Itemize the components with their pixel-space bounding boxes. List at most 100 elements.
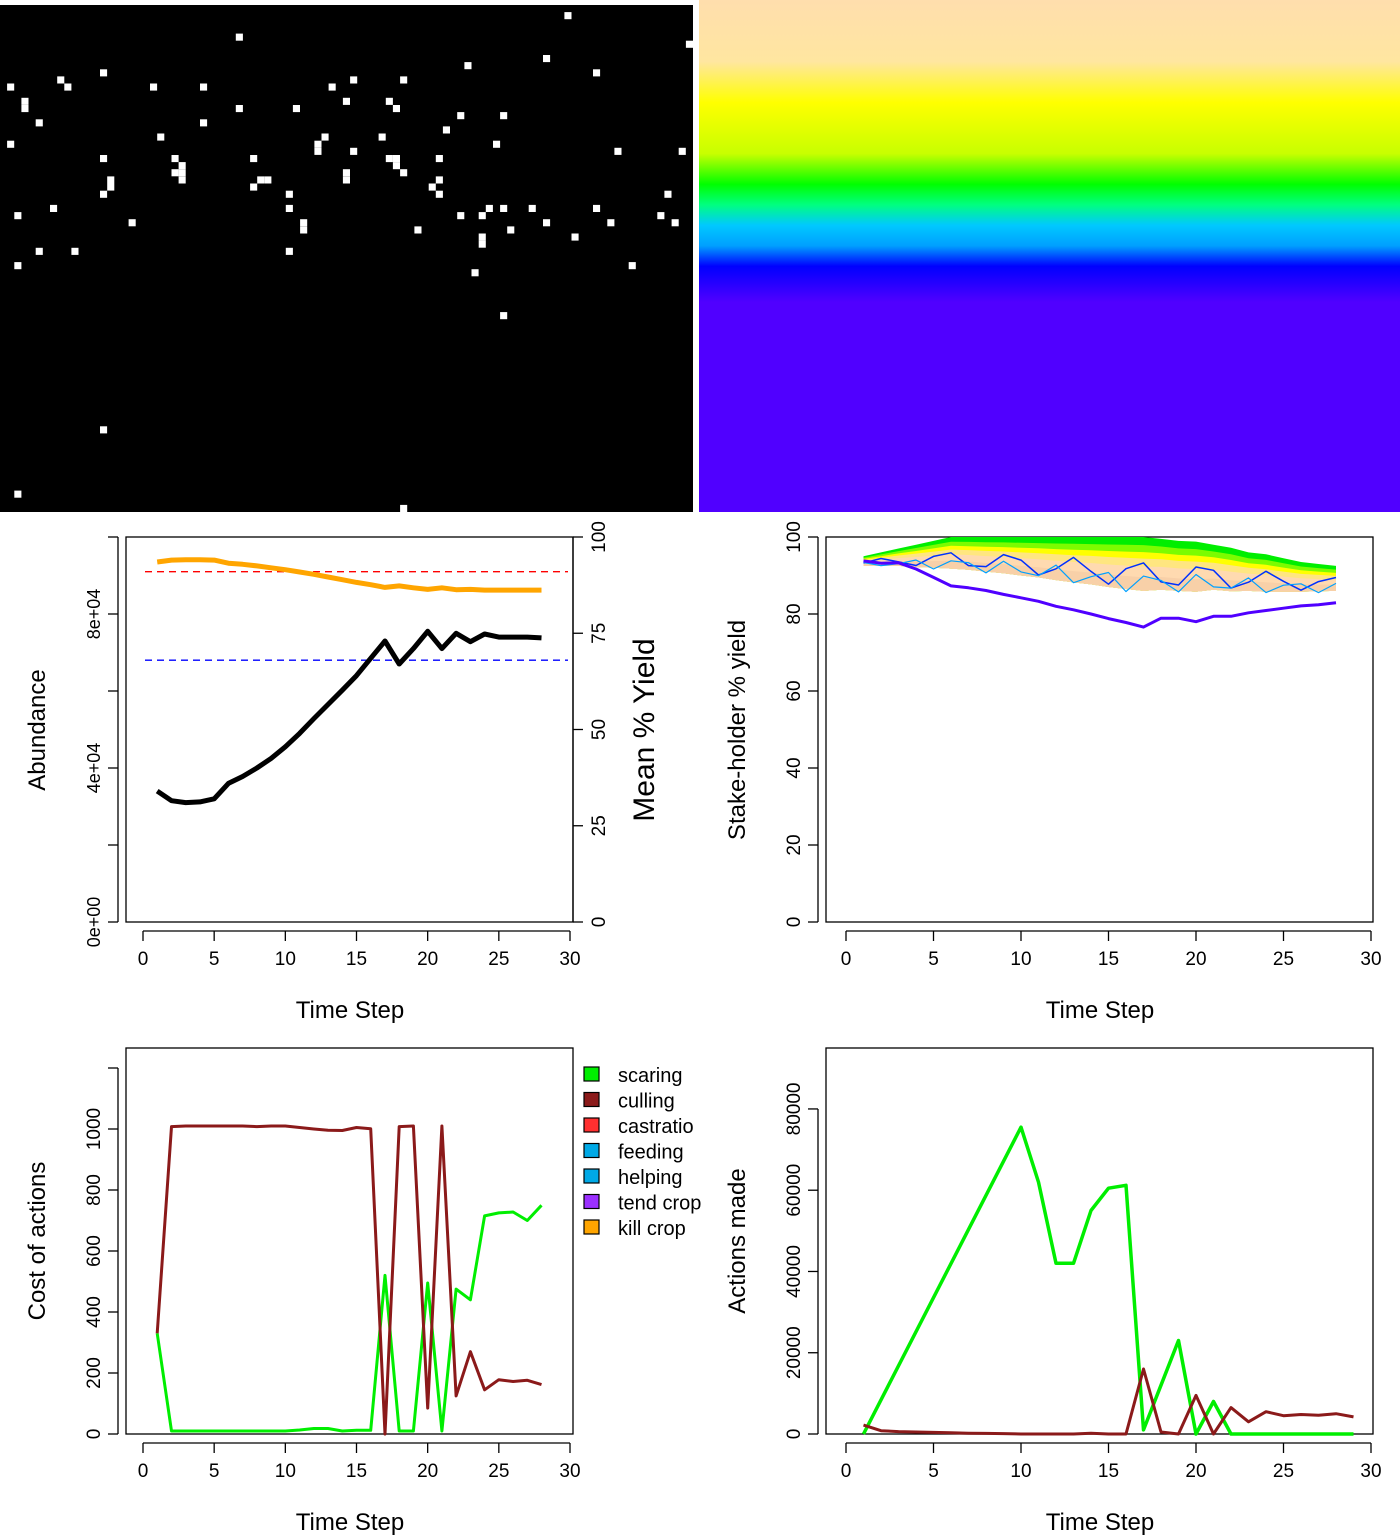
scaring-actions-line [861, 1125, 1354, 1436]
agent-cell [414, 226, 422, 234]
agent-cell [264, 176, 272, 184]
agent-cell [50, 204, 58, 212]
x-tick-label: 0 [841, 949, 852, 970]
y-tick-label: 60000 [784, 1164, 805, 1217]
agent-cell [178, 176, 186, 184]
agent-cell [285, 190, 293, 198]
agent-cell [392, 105, 400, 113]
agent-cell [314, 147, 322, 155]
agent-cell [400, 76, 408, 84]
agent-cell [500, 312, 508, 320]
x-tick-label: 15 [1098, 1461, 1119, 1482]
agent-cell [257, 176, 265, 184]
stakeholder-band [863, 537, 1337, 594]
y2-axis-label: Mean % Yield [628, 638, 661, 821]
agent-cell [107, 183, 115, 191]
agent-cell [400, 169, 408, 177]
legend-label: castratio [618, 1116, 694, 1138]
legend-label: scaring [618, 1065, 682, 1087]
agent-cell [300, 219, 308, 227]
y2-tick-label: 100 [589, 521, 610, 553]
x-tick-label: 5 [928, 949, 939, 970]
agent-cell [328, 83, 336, 91]
agent-cell [300, 226, 308, 234]
agent-cell [500, 204, 508, 212]
agent-cell [457, 212, 465, 220]
y2-tick-label: 25 [589, 815, 610, 836]
agent-cell [435, 155, 443, 163]
y-axis-label: Abundance [24, 669, 51, 790]
agent-cell [100, 190, 108, 198]
x-tick-label: 10 [275, 1461, 296, 1482]
landscape-agents-panel [0, 5, 693, 512]
stakeholder-yield-plot: Time Step Stake-holder % yield 0 5 10 15 20 2… [724, 521, 1382, 1024]
agent-cell [507, 226, 515, 234]
y-tick-label: 0 [784, 1429, 805, 1440]
agent-cell [285, 247, 293, 255]
agent-cell [171, 155, 179, 163]
agent-cell [7, 83, 15, 91]
y2-tick-label: 50 [589, 719, 610, 740]
agent-cell [285, 204, 293, 212]
y-tick-label: 20000 [784, 1326, 805, 1379]
x-axis-label: Time Step [296, 1509, 404, 1536]
agent-cell [14, 490, 22, 498]
y-tick-label: 40000 [784, 1245, 805, 1298]
agent-cell [235, 33, 243, 41]
agent-cell [342, 97, 350, 105]
agent-cell [128, 219, 136, 227]
agent-cell [593, 69, 601, 77]
y-tick-label: 0 [784, 917, 805, 928]
agent-cell [314, 140, 322, 148]
x-tick-label: 20 [417, 1461, 438, 1482]
plot-frame [125, 536, 574, 923]
y-tick-label: 60 [784, 680, 805, 701]
scaring-cost-line [155, 1204, 543, 1433]
culling-actions-line [863, 1367, 1354, 1436]
x-tick-label: 15 [1098, 949, 1119, 970]
agent-cell [35, 119, 43, 127]
x-tick-label: 0 [841, 1461, 852, 1482]
legend-label: tend crop [618, 1193, 701, 1215]
actions-made-plot: Time Step Actions made 0 5 10 15 20 25 30 0 2000… [724, 1047, 1382, 1536]
agent-cell [407, 512, 415, 520]
agent-cell [457, 112, 465, 120]
agent-cell [485, 204, 493, 212]
agent-cell [378, 133, 386, 141]
y-tick-label: 40 [784, 757, 805, 778]
agent-cell [200, 119, 208, 127]
legend-label: helping [618, 1167, 683, 1189]
agent-cell [464, 62, 472, 70]
agent-cell [392, 155, 400, 163]
stakeholder-band-layer [863, 560, 1336, 592]
agent-cell [478, 240, 486, 248]
cost-of-actions-plot: Time Step Cost of actions 0 5 10 15 20 25 30 0 2… [24, 1047, 701, 1536]
x-tick-label: 30 [1360, 1461, 1381, 1482]
y-tick-label: 4e+04 [84, 743, 104, 794]
agent-cell [385, 97, 393, 105]
agent-cell [628, 262, 636, 270]
legend-label: feeding [618, 1142, 684, 1164]
x-tick-label: 10 [275, 949, 296, 970]
x-tick-label: 0 [138, 949, 149, 970]
x-tick-label: 30 [1360, 949, 1381, 970]
x-axis-label: Time Step [296, 997, 404, 1024]
y-tick-label: 0 [84, 1429, 105, 1440]
agent-cell [107, 176, 115, 184]
agent-cell [664, 190, 672, 198]
agent-cell [678, 147, 686, 155]
agent-cell [614, 147, 622, 155]
agent-cell [342, 169, 350, 177]
agent-cell [685, 40, 693, 48]
agent-cell [21, 97, 29, 105]
agent-cell [100, 69, 108, 77]
y-tick-label: 600 [84, 1235, 105, 1267]
agent-cell [35, 247, 43, 255]
agent-cell [428, 183, 436, 191]
agent-cell [564, 12, 572, 20]
legend-swatch [583, 1168, 600, 1184]
agent-cell [671, 219, 679, 227]
agent-cell [292, 105, 300, 113]
agent-cell [14, 212, 22, 220]
agent-cells [7, 12, 693, 520]
